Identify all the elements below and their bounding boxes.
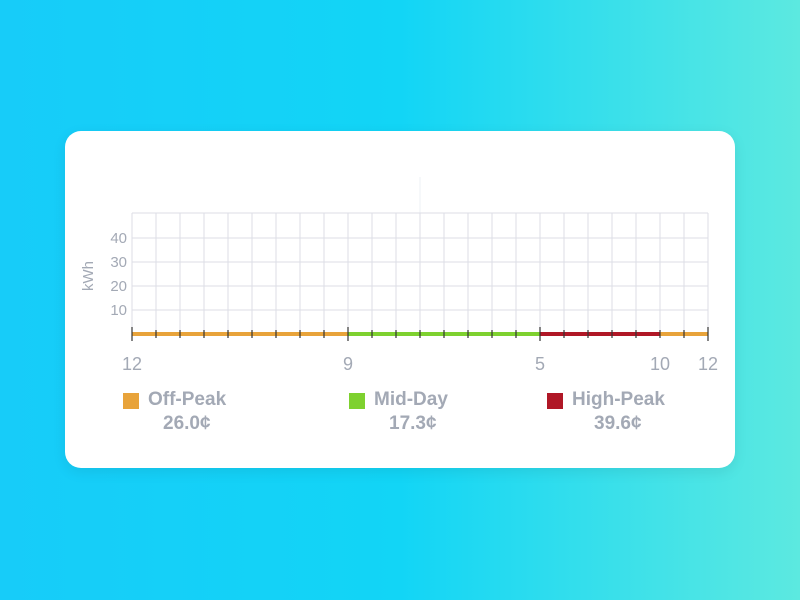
usage-chart: kWh 10 20 30 40 12 9 5 10 12 — [80, 177, 718, 374]
legend-name: High-Peak — [572, 389, 665, 410]
legend-price: 26.0¢ — [163, 413, 211, 434]
mid-day-swatch — [349, 393, 365, 409]
legend-price: 17.3¢ — [389, 413, 437, 434]
x-tick-label: 12 — [698, 354, 718, 374]
y-axis-label: kWh — [80, 261, 97, 291]
y-tick-label: 40 — [110, 230, 127, 247]
y-tick-label: 30 — [110, 254, 127, 271]
energy-usage-card: kWh 10 20 30 40 12 9 5 10 12 Off-Peak 26.0¢ Mid-… — [65, 131, 735, 468]
x-tick-label: 5 — [535, 354, 545, 374]
high-peak-swatch — [547, 393, 563, 409]
off-peak-swatch — [123, 393, 139, 409]
legend-name: Off-Peak — [148, 389, 227, 410]
x-tick-label: 12 — [122, 354, 142, 374]
y-tick-label: 20 — [110, 278, 127, 295]
y-tick-label: 10 — [110, 302, 127, 319]
legend-name: Mid-Day — [374, 389, 448, 410]
legend-price: 39.6¢ — [594, 413, 642, 434]
x-tick-label: 9 — [343, 354, 353, 374]
x-tick-label: 10 — [650, 354, 670, 374]
